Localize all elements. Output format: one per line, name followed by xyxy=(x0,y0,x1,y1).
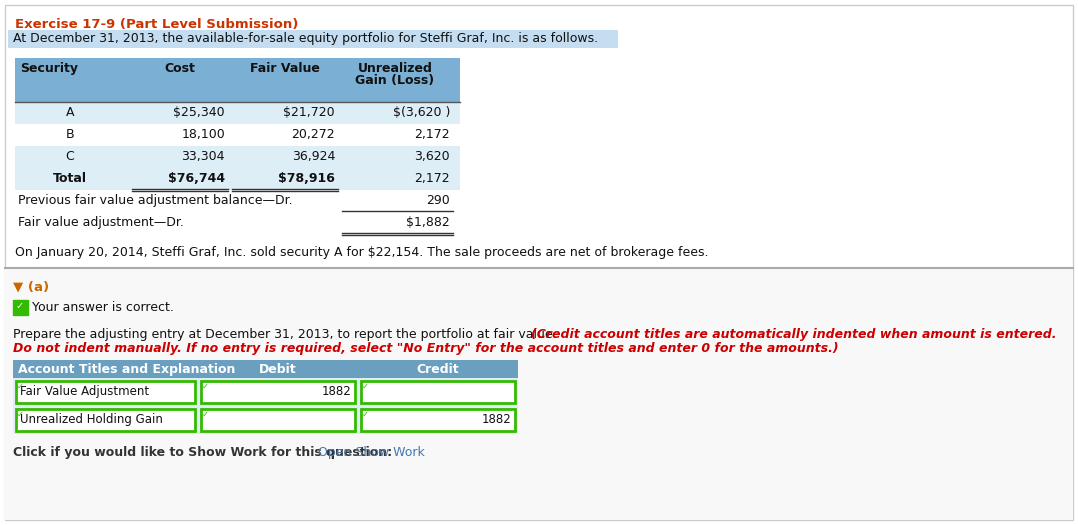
Bar xyxy=(8,30,618,48)
Text: Debit: Debit xyxy=(259,363,296,376)
Text: Exercise 17-9 (Part Level Submission): Exercise 17-9 (Part Level Submission) xyxy=(15,18,299,31)
Text: Unrealized: Unrealized xyxy=(358,62,432,75)
Text: Previous fair value adjustment balance—Dr.: Previous fair value adjustment balance—D… xyxy=(18,194,292,207)
Bar xyxy=(361,381,515,403)
Text: $78,916: $78,916 xyxy=(278,172,335,185)
Text: ✓: ✓ xyxy=(17,410,24,419)
Text: $21,720: $21,720 xyxy=(284,106,335,119)
Bar xyxy=(15,168,460,190)
Text: $(3,620 ): $(3,620 ) xyxy=(392,106,450,119)
Text: 2,172: 2,172 xyxy=(414,172,450,185)
Text: ✓: ✓ xyxy=(202,410,209,419)
Text: ▼ (a): ▼ (a) xyxy=(13,280,50,293)
Text: Open Show Work: Open Show Work xyxy=(318,446,425,459)
Text: ✓: ✓ xyxy=(16,301,24,311)
Bar xyxy=(16,409,195,431)
Text: At December 31, 2013, the available-for-sale equity portfolio for Steffi Graf, I: At December 31, 2013, the available-for-… xyxy=(13,32,598,45)
Bar xyxy=(361,409,515,431)
Text: 36,924: 36,924 xyxy=(292,150,335,163)
Text: 2,172: 2,172 xyxy=(414,128,450,141)
Bar xyxy=(15,212,460,234)
Text: 290: 290 xyxy=(426,194,450,207)
Text: ✓: ✓ xyxy=(362,382,369,391)
Bar xyxy=(15,102,460,124)
Text: $76,744: $76,744 xyxy=(168,172,225,185)
Text: (Credit account titles are automatically indented when amount is entered.: (Credit account titles are automatically… xyxy=(531,328,1056,341)
Text: Do not indent manually. If no entry is required, select "No Entry" for the accou: Do not indent manually. If no entry is r… xyxy=(13,342,839,355)
Text: ✓: ✓ xyxy=(362,410,369,419)
Text: 1882: 1882 xyxy=(481,413,511,426)
Text: Unrealized Holding Gain: Unrealized Holding Gain xyxy=(20,413,163,426)
Text: Fair Value Adjustment: Fair Value Adjustment xyxy=(20,385,149,398)
Text: Fair Value: Fair Value xyxy=(250,62,320,75)
Bar xyxy=(13,360,519,378)
Text: Your answer is correct.: Your answer is correct. xyxy=(32,301,174,314)
Bar xyxy=(16,381,195,403)
Text: C: C xyxy=(66,150,74,163)
Text: Click if you would like to Show Work for this question:: Click if you would like to Show Work for… xyxy=(13,446,392,459)
Text: 1882: 1882 xyxy=(321,385,351,398)
Text: Gain (Loss): Gain (Loss) xyxy=(356,74,434,87)
Bar xyxy=(15,58,460,102)
Bar xyxy=(13,378,519,434)
Text: Credit: Credit xyxy=(417,363,459,376)
Text: Account Titles and Explanation: Account Titles and Explanation xyxy=(18,363,235,376)
Text: On January 20, 2014, Steffi Graf, Inc. sold security A for $22,154. The sale pro: On January 20, 2014, Steffi Graf, Inc. s… xyxy=(15,246,708,259)
Bar xyxy=(15,124,460,146)
Text: Fair value adjustment—Dr.: Fair value adjustment—Dr. xyxy=(18,216,184,229)
Bar xyxy=(15,146,460,168)
Bar xyxy=(13,300,28,315)
Bar xyxy=(201,409,355,431)
Bar xyxy=(201,381,355,403)
Text: Security: Security xyxy=(20,62,78,75)
Text: $25,340: $25,340 xyxy=(174,106,225,119)
Text: 3,620: 3,620 xyxy=(414,150,450,163)
Text: 33,304: 33,304 xyxy=(181,150,225,163)
Text: ✓: ✓ xyxy=(17,382,24,391)
Text: 18,100: 18,100 xyxy=(181,128,225,141)
Text: $1,882: $1,882 xyxy=(406,216,450,229)
Text: B: B xyxy=(66,128,74,141)
Text: 20,272: 20,272 xyxy=(291,128,335,141)
Text: Total: Total xyxy=(53,172,87,185)
Text: Cost: Cost xyxy=(165,62,195,75)
Text: ✓: ✓ xyxy=(202,382,209,391)
Bar xyxy=(15,190,460,212)
Text: Prepare the adjusting entry at December 31, 2013, to report the portfolio at fai: Prepare the adjusting entry at December … xyxy=(13,328,561,341)
Bar xyxy=(5,268,1073,520)
Text: A: A xyxy=(66,106,74,119)
